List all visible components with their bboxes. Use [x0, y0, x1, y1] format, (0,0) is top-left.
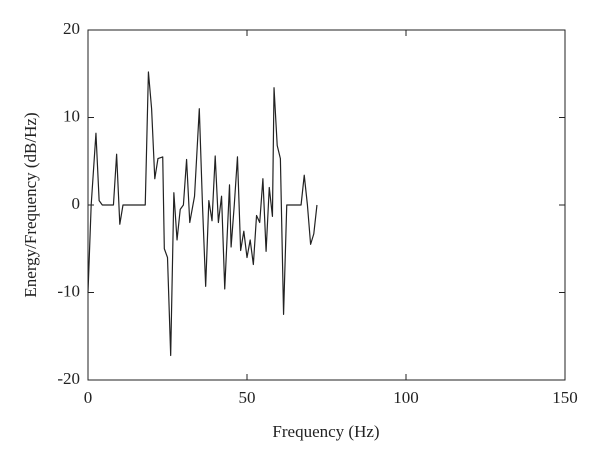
plot-frame: [87, 29, 566, 381]
y-axis-label: Energy/Frequency (dB/Hz): [21, 112, 40, 297]
y-tick-label: 20: [63, 19, 80, 38]
x-tick-label: 100: [393, 388, 419, 407]
y-tick-label: 0: [72, 194, 81, 213]
data-line: [87, 71, 318, 357]
x-tick-label: 150: [552, 388, 578, 407]
y-tick-label: -20: [57, 369, 80, 388]
x-axis-label: Frequency (Hz): [272, 422, 379, 441]
y-tick-label: -10: [57, 281, 80, 300]
y-tick-label: 10: [63, 106, 80, 125]
x-tick-label: 0: [84, 388, 93, 407]
x-tick-label: 50: [239, 388, 256, 407]
